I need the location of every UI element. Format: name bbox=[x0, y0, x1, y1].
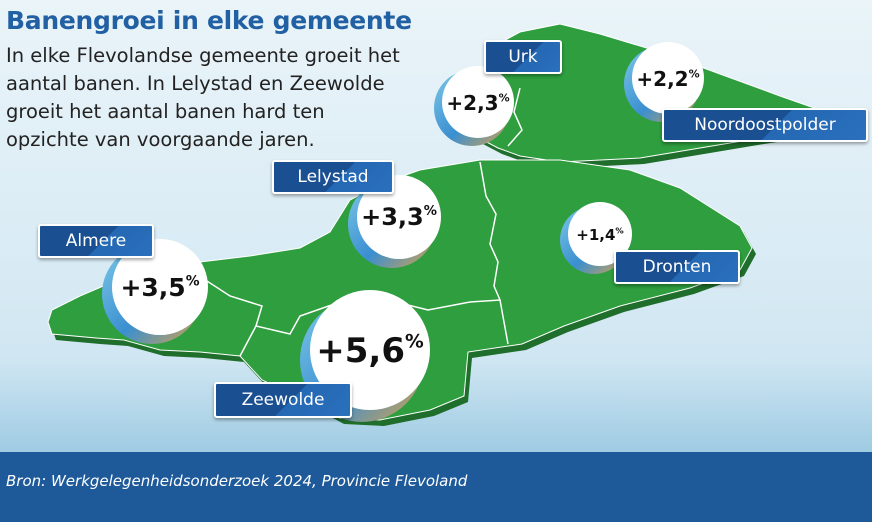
urk-border bbox=[507, 87, 523, 147]
value-urk-number: +2,3 bbox=[446, 91, 498, 115]
value-almere-number: +3,5 bbox=[120, 273, 185, 302]
label-lelystad: Lelystad bbox=[272, 160, 394, 194]
value-urk: +2,3% bbox=[446, 91, 509, 115]
value-dronten: +1,4% bbox=[576, 226, 624, 244]
value-lelystad-number: +3,3 bbox=[361, 203, 424, 231]
label-urk: Urk bbox=[484, 40, 562, 74]
footer-bar bbox=[0, 452, 872, 522]
label-urk-text: Urk bbox=[508, 47, 538, 67]
municipal-border-south bbox=[189, 269, 509, 345]
value-almere: +3,5% bbox=[120, 273, 199, 302]
value-noordoostpolder-number: +2,2 bbox=[636, 67, 688, 91]
label-almere: Almere bbox=[38, 224, 154, 258]
label-noordoostpolder-text: Noordoostpolder bbox=[694, 115, 836, 135]
value-noordoostpolder: +2,2% bbox=[636, 67, 699, 91]
label-lelystad-text: Lelystad bbox=[297, 167, 369, 187]
value-urk-percent: % bbox=[499, 92, 510, 105]
label-zeewolde-text: Zeewolde bbox=[241, 390, 325, 410]
value-noordoostpolder-percent: % bbox=[689, 68, 700, 81]
label-noordoostpolder: Noordoostpolder bbox=[662, 108, 868, 142]
intro-text: In elke Flevolandse gemeente groeit het … bbox=[6, 44, 400, 151]
municipal-border-almere-zeewolde bbox=[239, 325, 257, 357]
bubble-lelystad: +3,3% bbox=[348, 175, 441, 268]
source-text: Bron: Werkgelegenheidsonderzoek 2024, Pr… bbox=[6, 472, 468, 490]
value-dronten-number: +1,4 bbox=[576, 226, 615, 244]
value-zeewolde-percent: % bbox=[405, 332, 424, 353]
label-zeewolde: Zeewolde bbox=[214, 382, 352, 418]
label-dronten: Dronten bbox=[614, 250, 740, 284]
bubble-almere: +3,5% bbox=[102, 239, 208, 344]
chart-title: Banengroei in elke gemeente bbox=[6, 6, 412, 35]
municipal-border-east bbox=[479, 161, 501, 301]
bubble-urk: +2,3% bbox=[434, 66, 514, 146]
value-lelystad: +3,3% bbox=[361, 203, 437, 231]
value-dronten-percent: % bbox=[615, 226, 624, 236]
bubble-noordoostpolder: +2,2% bbox=[624, 42, 704, 122]
value-lelystad-percent: % bbox=[424, 204, 437, 219]
label-almere-text: Almere bbox=[65, 231, 127, 251]
value-zeewolde: +5,6% bbox=[316, 331, 424, 371]
label-dronten-text: Dronten bbox=[642, 257, 712, 277]
value-zeewolde-number: +5,6 bbox=[316, 331, 405, 371]
bubble-zeewolde: +5,6% bbox=[300, 290, 430, 422]
value-almere-percent: % bbox=[186, 274, 200, 290]
